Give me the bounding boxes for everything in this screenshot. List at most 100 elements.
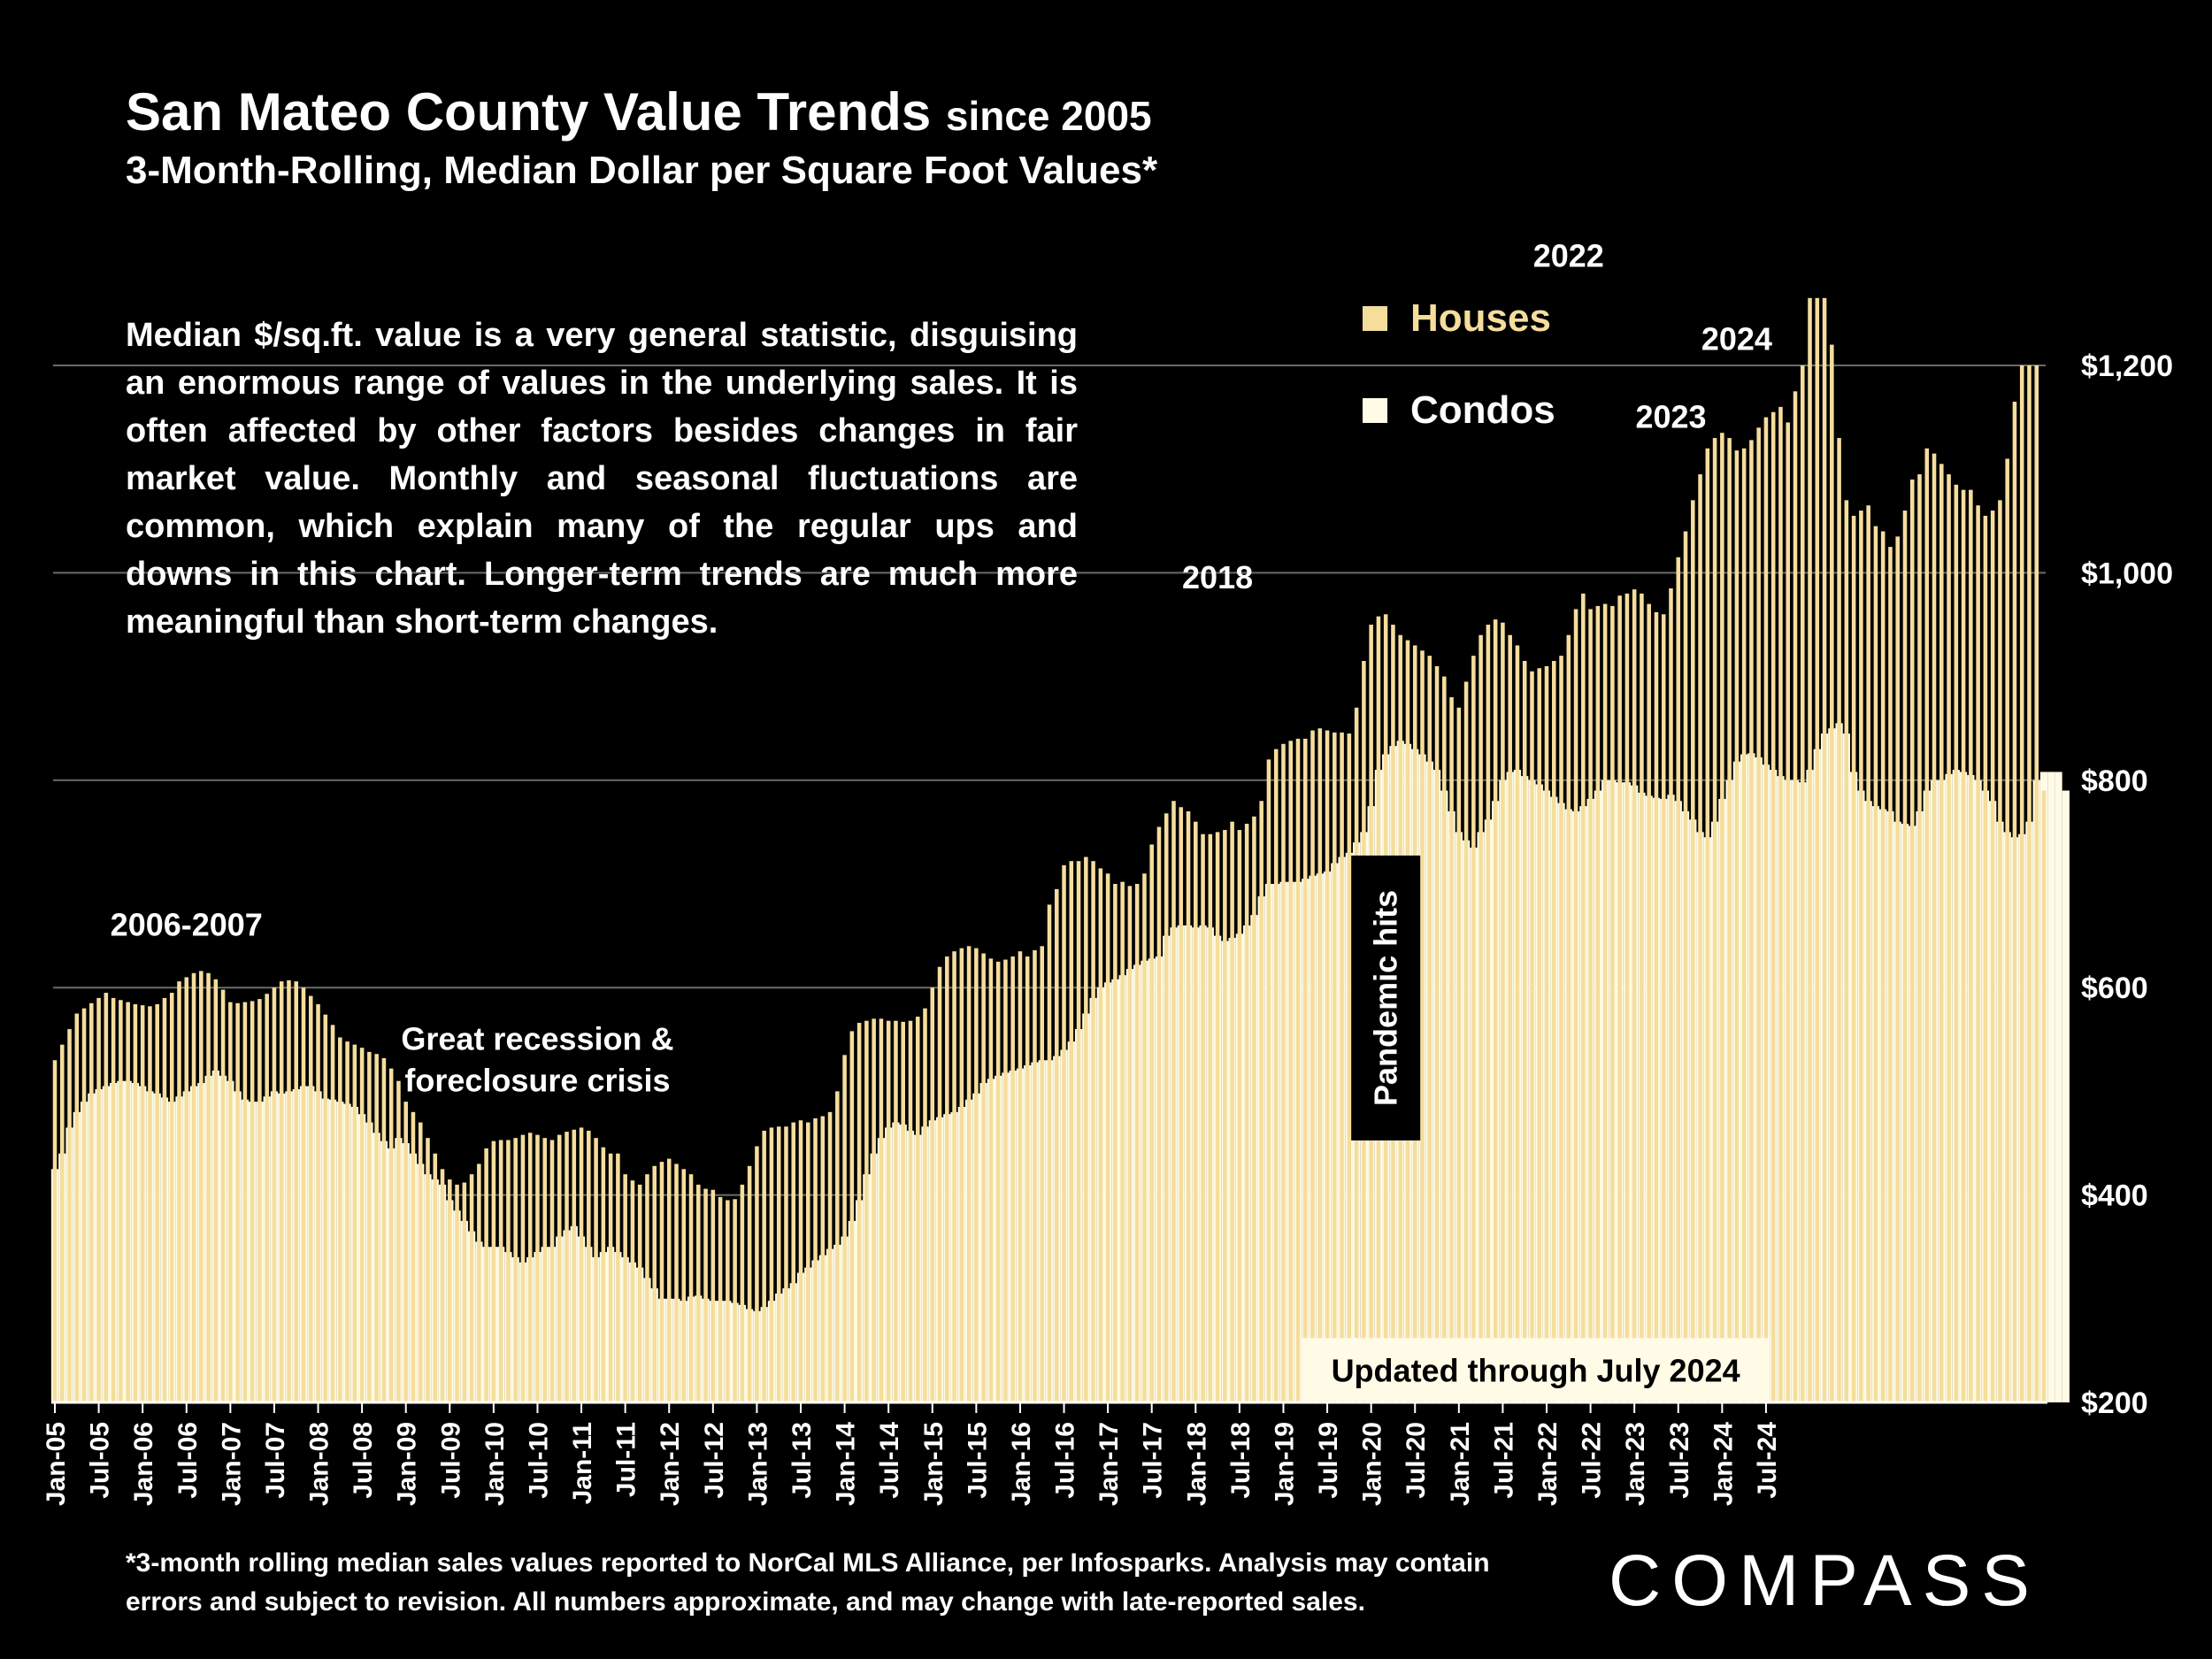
- bar-houses: [52, 1060, 58, 1402]
- bar-houses: [1851, 515, 1856, 1402]
- bar-houses: [1201, 833, 1205, 1402]
- bar-houses: [1683, 531, 1688, 1402]
- bar-houses: [1091, 861, 1095, 1402]
- bar-houses: [894, 1020, 898, 1402]
- bar-houses: [1669, 588, 1673, 1402]
- bar-houses: [418, 1122, 423, 1402]
- bar-houses: [1778, 406, 1783, 1402]
- x-tick-label: Jul-18: [1226, 1422, 1256, 1499]
- x-tick-label: Jan-13: [743, 1422, 772, 1506]
- bar-houses: [1640, 593, 1644, 1402]
- bar-houses: [937, 966, 942, 1402]
- bar-houses: [462, 1182, 467, 1402]
- y-tick-label: $1,200: [2081, 349, 2173, 383]
- x-tick-label: Jan-05: [42, 1422, 71, 1506]
- bar-houses: [1230, 821, 1234, 1402]
- bar-houses: [162, 997, 167, 1402]
- y-tick-label: $1,000: [2081, 557, 2173, 590]
- bar-houses: [294, 981, 299, 1402]
- bar-houses: [827, 1111, 833, 1402]
- bar-houses: [440, 1169, 445, 1402]
- bar-houses: [1924, 448, 1930, 1402]
- bar-houses: [557, 1134, 562, 1402]
- bar-houses: [59, 1044, 65, 1402]
- bar-houses: [1281, 743, 1286, 1402]
- bar-houses: [1105, 873, 1110, 1402]
- legend-label-houses: Houses: [1410, 296, 1551, 340]
- bar-houses: [915, 1017, 920, 1402]
- bar-houses: [1530, 671, 1534, 1402]
- bar-houses: [1434, 665, 1440, 1402]
- bar-houses: [1866, 505, 1870, 1402]
- bar-houses: [1661, 614, 1666, 1402]
- bar-houses: [1098, 868, 1103, 1402]
- x-tick-label: Jul-07: [261, 1422, 290, 1499]
- bar-houses: [1720, 433, 1724, 1403]
- x-tick-label: Jul-22: [1578, 1422, 1607, 1499]
- bar-houses: [1127, 886, 1133, 1402]
- bar-houses: [1990, 511, 1995, 1402]
- explanatory-note: Median $/sq.ft. value is a very general …: [126, 317, 1078, 641]
- x-tick-label: Jan-06: [129, 1422, 158, 1506]
- x-tick-label: Jan-20: [1358, 1422, 1387, 1506]
- bar-houses: [1223, 830, 1227, 1402]
- bar-houses: [1244, 824, 1249, 1402]
- bar-houses: [1822, 297, 1827, 1402]
- bar-houses: [974, 948, 979, 1402]
- x-tick-label: Jan-07: [217, 1422, 246, 1506]
- bar-houses: [1705, 448, 1710, 1402]
- bar-houses: [374, 1054, 379, 1402]
- y-tick-label: $800: [2081, 764, 2148, 798]
- bar-houses: [272, 987, 277, 1402]
- bar-houses: [747, 1165, 752, 1402]
- bar-houses: [257, 999, 262, 1402]
- x-tick-label: Jul-13: [787, 1422, 817, 1499]
- bar-houses: [630, 1180, 635, 1402]
- bar-houses: [1998, 500, 2002, 1402]
- bar-houses: [1149, 844, 1154, 1402]
- annotation-label: 2023: [1635, 398, 1706, 434]
- x-tick-label: Jul-06: [173, 1422, 203, 1499]
- bar-houses: [1741, 448, 1747, 1402]
- bar-houses: [1573, 609, 1578, 1402]
- bar-houses: [535, 1134, 540, 1402]
- bar-houses: [901, 1021, 905, 1402]
- bar-houses: [952, 951, 956, 1402]
- bar-houses: [1873, 526, 1878, 1402]
- bar-houses: [674, 1164, 679, 1402]
- x-tick-label: Jul-09: [436, 1422, 465, 1499]
- bar-houses: [133, 1003, 138, 1402]
- x-tick-label: Jul-15: [963, 1422, 992, 1499]
- bar-houses: [1018, 951, 1023, 1402]
- bar-houses: [981, 953, 986, 1402]
- bar-houses: [872, 1018, 876, 1402]
- bar-houses: [1288, 741, 1294, 1402]
- bar-houses: [242, 1002, 248, 1402]
- bar-houses: [565, 1132, 569, 1402]
- bar-houses: [1113, 884, 1118, 1402]
- bar-houses: [1522, 661, 1527, 1402]
- bar-houses: [396, 1080, 401, 1402]
- bar-houses: [740, 1184, 745, 1402]
- bar-houses: [352, 1044, 357, 1402]
- bar-houses: [1040, 946, 1045, 1402]
- bar-houses: [1691, 500, 1695, 1402]
- bar-houses: [1003, 959, 1008, 1402]
- bar-houses: [155, 1003, 159, 1402]
- x-tick-label: Jan-23: [1621, 1422, 1650, 1506]
- legend-item-condos: Condos: [1363, 384, 1555, 437]
- bar-houses: [755, 1146, 759, 1402]
- bar-houses: [119, 1000, 123, 1402]
- bar-houses: [213, 979, 219, 1402]
- bar-condos: [2062, 790, 2070, 1402]
- x-tick-label: Jan-24: [1709, 1422, 1738, 1506]
- x-tick-label: Jan-21: [1446, 1422, 1475, 1506]
- bar-houses: [995, 961, 1001, 1402]
- bar-houses: [820, 1116, 826, 1402]
- legend: Houses Condos: [1363, 292, 1555, 476]
- bar-houses: [1880, 531, 1886, 1402]
- bar-houses: [477, 1164, 481, 1402]
- y-tick-label: $400: [2081, 1179, 2148, 1213]
- bar-houses: [96, 997, 101, 1402]
